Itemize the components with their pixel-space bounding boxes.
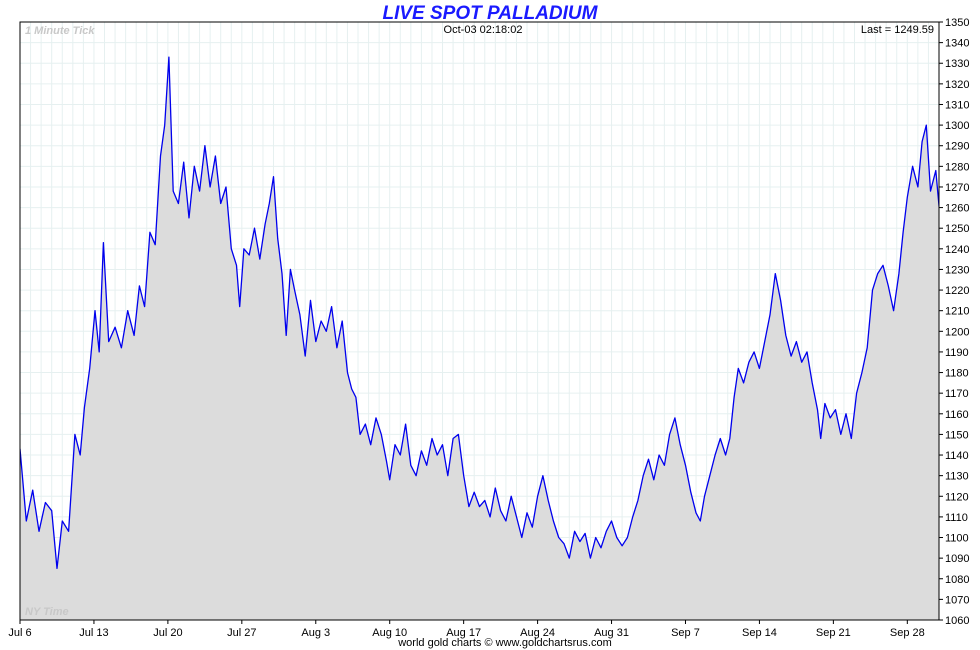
y-tick-label: 1090 [945,553,969,565]
y-tick-label: 1180 [945,368,969,380]
x-tick-label: Jul 6 [8,627,31,639]
y-tick-label: 1250 [945,223,969,235]
x-tick-label: Jul 27 [227,627,256,639]
y-tick-label: 1280 [945,161,969,173]
y-tick-label: 1240 [945,244,969,256]
y-tick-label: 1330 [945,58,969,70]
footer-credit: world gold charts © www.goldchartsrus.co… [397,637,612,649]
y-tick-label: 1340 [945,38,969,50]
x-tick-label: Sep 28 [890,627,925,639]
y-tick-label: 1170 [945,388,969,400]
x-tick-label: Sep 14 [742,627,777,639]
y-tick-label: 1120 [945,491,969,503]
y-tick-label: 1060 [945,615,969,627]
y-tick-label: 1110 [945,512,968,524]
timestamp: Oct-03 02:18:02 [444,24,523,36]
y-tick-label: 1260 [945,203,969,215]
plot-frame [19,21,940,621]
price-line [20,56,939,570]
time-zone-label: NY Time [25,606,69,618]
x-tick-label: Aug 31 [594,627,629,639]
y-tick-label: 1190 [945,347,969,359]
y-tick-label: 1300 [945,120,969,132]
y-tick-label: 1150 [945,429,969,441]
y-tick-label: 1320 [945,79,969,91]
chart-title: LIVE SPOT PALLADIUM [383,3,599,24]
y-tick-label: 1130 [945,471,969,483]
x-tick-label: Aug 17 [446,627,481,639]
y-tick-label: 1350 [945,17,969,29]
y-tick-label: 1210 [945,306,969,318]
y-tick-label: 1220 [945,285,969,297]
last-price: Last = 1249.59 [861,24,934,36]
x-tick-label: Sep 7 [671,627,700,639]
tick-mode-label: 1 Minute Tick [25,25,95,37]
y-tick-label: 1270 [945,182,969,194]
x-tick-label: Aug 3 [301,627,330,639]
y-tick-label: 1080 [945,574,969,586]
x-tick-label: Jul 20 [153,627,182,639]
y-tick-label: 1140 [945,450,969,462]
y-tick-label: 1070 [945,594,969,606]
x-tick-label: Jul 13 [79,627,108,639]
y-axis: 1060 1070 1080 1090 1100 1110 1120 1130 1140 1150… [939,17,969,627]
y-tick-label: 1310 [945,99,969,111]
y-tick-label: 1200 [945,326,969,338]
price-area [20,57,939,620]
y-tick-label: 1230 [945,264,969,276]
x-tick-label: Aug 10 [372,627,407,639]
x-tick-label: Aug 24 [520,627,555,639]
x-axis: Jul 6 Jul 13 Jul 20 Jul 27 Aug 3 Aug 10 Aug 17… [8,620,925,639]
y-tick-label: 1160 [945,409,969,421]
y-tick-label: 1100 [945,533,969,545]
y-tick-label: 1290 [945,141,969,153]
x-tick-label: Sep 21 [816,627,851,639]
